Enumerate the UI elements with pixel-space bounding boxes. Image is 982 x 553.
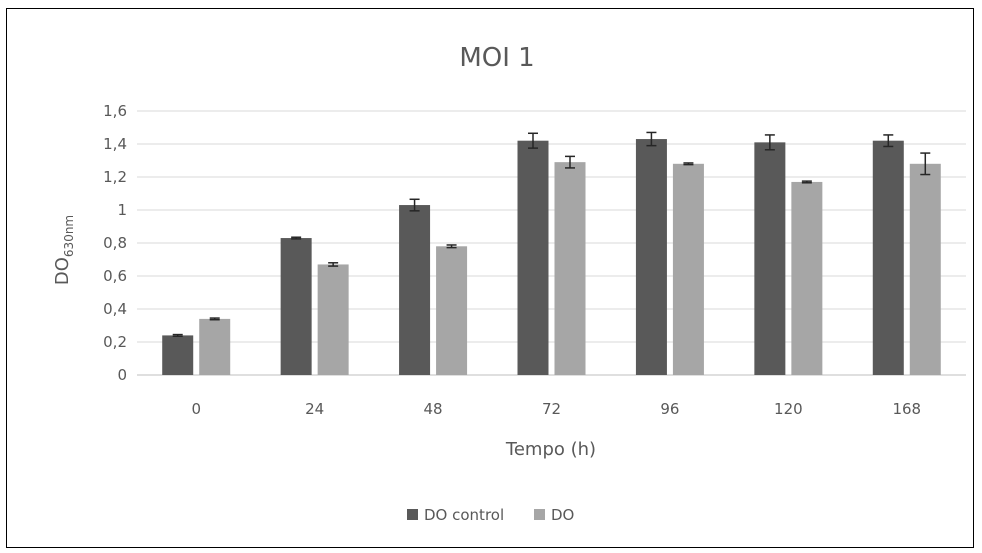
y-tick-label: 0,8: [103, 234, 127, 252]
x-axis-title: Tempo (h): [505, 439, 596, 460]
bar-do: [791, 181, 823, 375]
bar-do: [554, 162, 586, 375]
y-tick-label: 0: [117, 366, 127, 384]
x-tick-label: 96: [660, 400, 679, 418]
legend: DO control DO: [407, 506, 574, 524]
y-tick-label: 1,6: [103, 102, 127, 120]
x-tick-label: 0: [191, 400, 201, 418]
chart-title: MOI 1: [459, 43, 534, 73]
error-bars: [172, 131, 931, 337]
x-axis-ticks: 0 24 48 72 96 120 168: [191, 400, 921, 418]
x-tick-label: 48: [424, 400, 443, 418]
y-tick-label: 0,6: [103, 267, 127, 285]
y-tick-label: 1: [117, 201, 127, 219]
bars: [162, 139, 941, 375]
x-tick-label: 120: [774, 400, 803, 418]
bar-do-control: [754, 142, 786, 375]
x-tick-label: 168: [892, 400, 921, 418]
legend-swatch-do: [534, 509, 545, 520]
bar-do-control: [280, 238, 312, 375]
bar-do-control: [635, 139, 667, 375]
bar-do-control: [399, 205, 431, 375]
legend-label-do-control: DO control: [424, 506, 504, 524]
y-axis-ticks: 0 0,2 0,4 0,6 0,8 1 1,2 1,4 1,6: [103, 102, 127, 384]
y-axis-title-main: DO: [52, 257, 73, 285]
bar-do: [909, 163, 941, 375]
bar-do-control: [872, 140, 904, 375]
bar-do: [436, 246, 468, 375]
bar-do-control: [162, 335, 194, 375]
x-tick-label: 24: [305, 400, 324, 418]
y-tick-label: 0,4: [103, 300, 127, 318]
bar-do-control: [517, 140, 549, 375]
x-tick-label: 72: [542, 400, 561, 418]
gridlines: [137, 110, 966, 376]
y-tick-label: 1,2: [103, 168, 127, 186]
y-axis-title: DO630nm: [52, 215, 76, 285]
bar-do: [199, 318, 231, 375]
bar-do: [317, 264, 349, 375]
y-tick-label: 0,2: [103, 333, 127, 351]
legend-label-do: DO: [551, 506, 574, 524]
bar-do: [672, 163, 704, 375]
y-axis-title-subscript: 630nm: [62, 215, 76, 257]
legend-swatch-do-control: [407, 509, 418, 520]
y-tick-label: 1,4: [103, 135, 127, 153]
